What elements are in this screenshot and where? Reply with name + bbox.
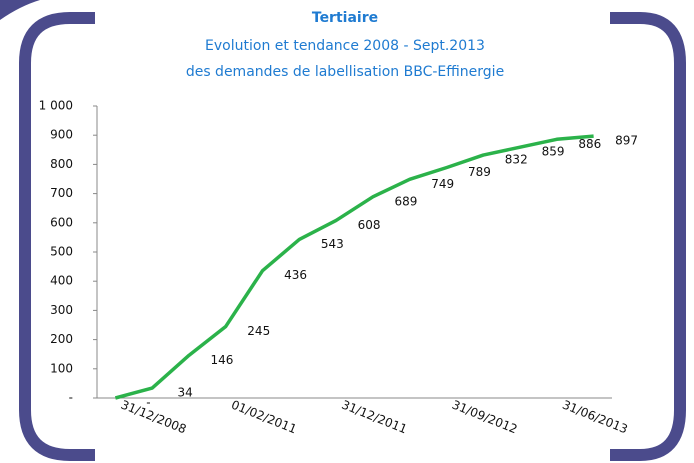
data-label: - (146, 396, 150, 410)
y-tick-label: 400 (50, 274, 73, 288)
corner (0, 0, 40, 20)
y-tick-label: - (69, 391, 73, 405)
data-label: 689 (394, 194, 417, 208)
frame-right (610, 12, 686, 461)
frame-left (19, 12, 95, 461)
data-label: 859 (542, 145, 565, 159)
y-tick-label: 900 (50, 128, 73, 142)
y-tick-label: 700 (50, 186, 73, 200)
data-label: 897 (615, 134, 638, 148)
data-label: 832 (505, 153, 528, 167)
data-label: 608 (358, 218, 381, 232)
y-tick-label: 600 (50, 215, 73, 229)
data-label: 886 (578, 137, 601, 151)
y-tick-label: 200 (50, 332, 73, 346)
data-label: 34 (178, 386, 193, 400)
y-tick-label: 300 (50, 303, 73, 317)
chart-subtitle: Evolution et tendance 2008 - Sept.2013 (205, 38, 485, 54)
data-label: 245 (247, 324, 270, 338)
chart-subtitle: des demandes de labellisation BBC-Effine… (186, 64, 504, 80)
chart-title: Tertiaire (312, 10, 378, 26)
y-tick-label: 1 000 (39, 99, 73, 113)
data-label: 436 (284, 268, 307, 282)
data-line (114, 134, 594, 400)
data-label: 146 (211, 353, 234, 367)
data-label: 749 (431, 177, 454, 191)
data-label: 789 (468, 165, 491, 179)
y-tick-label: 100 (50, 361, 73, 375)
y-tick-label: 800 (50, 157, 73, 171)
y-tick-label: 500 (50, 245, 73, 259)
data-label: 543 (321, 237, 344, 251)
